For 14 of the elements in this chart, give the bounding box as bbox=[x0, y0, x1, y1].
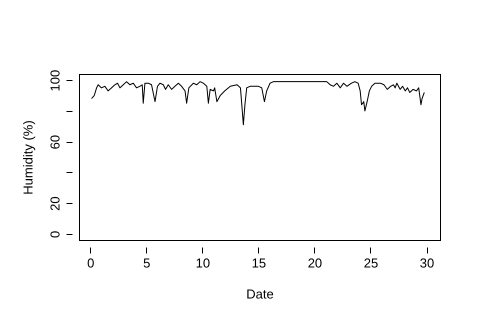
x-tick-label: 5 bbox=[143, 256, 150, 270]
x-tick-label: 0 bbox=[87, 256, 94, 270]
y-tick-label: 20 bbox=[48, 196, 62, 211]
x-axis-title: Date bbox=[246, 286, 274, 302]
x-tick-label: 30 bbox=[420, 256, 434, 270]
y-axis-title: Humidity (%) bbox=[20, 120, 36, 195]
x-tick-label: 10 bbox=[196, 256, 210, 270]
y-tick-label: 100 bbox=[48, 70, 62, 92]
x-tick-label: 25 bbox=[364, 256, 378, 270]
y-tick-label: 0 bbox=[48, 230, 62, 238]
line-series bbox=[91, 81, 425, 126]
y-tick-label: 60 bbox=[48, 134, 62, 150]
x-tick-label: 20 bbox=[308, 256, 322, 270]
x-tick-label: 15 bbox=[252, 256, 266, 270]
